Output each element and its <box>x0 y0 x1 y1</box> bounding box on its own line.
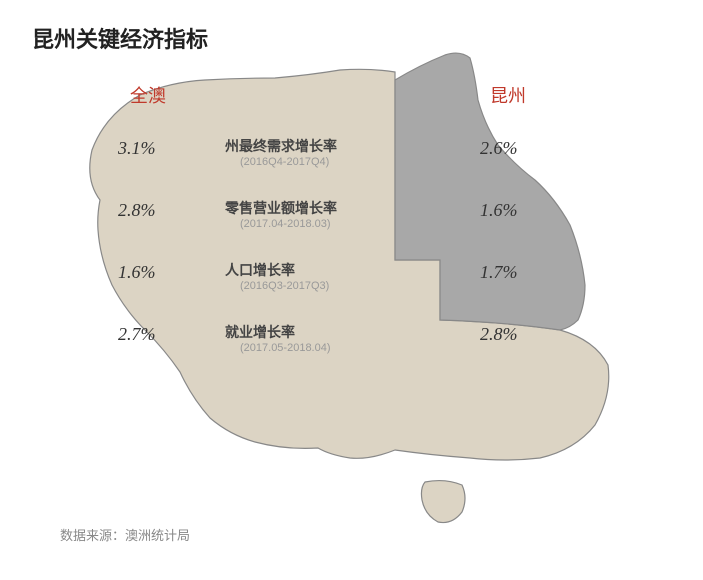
metric-label-0: 州最终需求增长率 <box>225 136 337 156</box>
qld-value-0: 2.6% <box>480 138 518 159</box>
national-value-3: 2.7% <box>118 324 156 345</box>
national-value-0: 3.1% <box>118 138 156 159</box>
column-header-national: 全澳 <box>130 82 166 108</box>
metric-label-2: 人口增长率 <box>225 260 295 280</box>
metric-label-1: 零售营业额增长率 <box>225 198 337 218</box>
qld-value-1: 1.6% <box>480 200 518 221</box>
national-value-1: 2.8% <box>118 200 156 221</box>
metric-period-2: (2016Q3-2017Q3) <box>240 280 329 292</box>
metric-period-3: (2017.05-2018.04) <box>240 342 331 354</box>
tasmania-shape <box>421 481 465 523</box>
column-header-qld: 昆州 <box>490 82 526 108</box>
national-value-2: 1.6% <box>118 262 156 283</box>
metric-label-3: 就业增长率 <box>225 322 295 342</box>
australia-map <box>30 30 690 570</box>
qld-value-2: 1.7% <box>480 262 518 283</box>
metric-period-1: (2017.04-2018.03) <box>240 218 331 230</box>
chart-title: 昆州关键经济指标 <box>32 22 208 54</box>
qld-value-3: 2.8% <box>480 324 518 345</box>
data-source: 数据来源：澳洲统计局 <box>60 525 190 544</box>
metric-period-0: (2016Q4-2017Q4) <box>240 156 329 168</box>
